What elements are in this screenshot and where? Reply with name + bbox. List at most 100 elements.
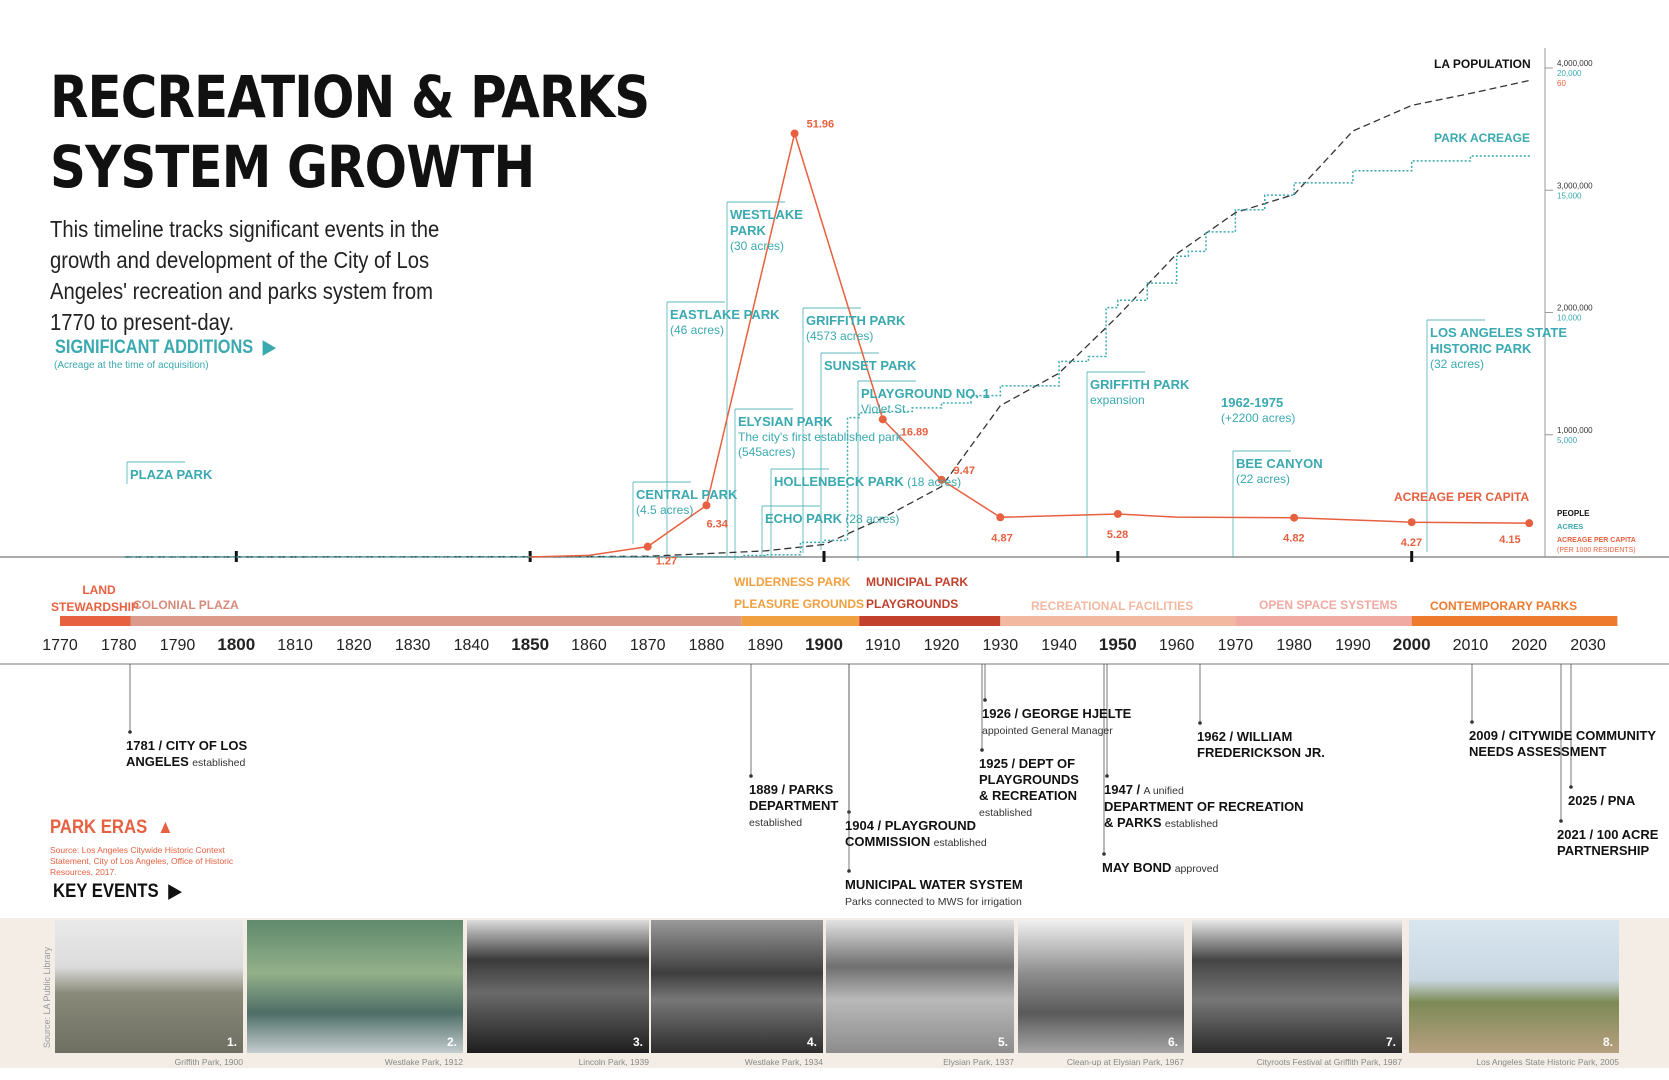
title-line-2: SYSTEM GROWTH — [50, 133, 535, 201]
event-note: established — [749, 817, 803, 829]
photo-number: 2. — [446, 1035, 457, 1049]
significant-additions-note: (Acreage at the time of acquisition) — [54, 360, 209, 371]
year-label: 1990 — [1335, 637, 1371, 654]
per-capita-point — [937, 475, 946, 484]
era-label: WILDERNESS PARK — [734, 575, 851, 589]
year-label: 1960 — [1159, 637, 1195, 654]
photo-caption: Westlake Park, 1934 — [744, 1057, 823, 1067]
per-capita-data-label: 9.47 — [954, 465, 975, 477]
event-heading-2: NEEDS ASSESSMENT — [1469, 744, 1607, 759]
addition-sub: (46 acres) — [670, 323, 725, 337]
per-capita-point — [1525, 519, 1534, 528]
photo-number: 7. — [1385, 1035, 1396, 1049]
era-label: COLONIAL PLAZA — [133, 598, 239, 612]
addition-sub-2: (545acres) — [738, 445, 796, 459]
photo-caption: Elysian Park, 1937 — [943, 1057, 1014, 1067]
per-capita-data-label: 51.96 — [807, 119, 835, 131]
event-dot — [983, 698, 987, 702]
event-note: appointed General Manager — [982, 725, 1113, 737]
axis-tick-acres: 5,000 — [1557, 436, 1578, 445]
era-bar — [741, 616, 860, 626]
addition-sub: (22 acres) — [1236, 472, 1291, 486]
event-dot — [1102, 852, 1106, 856]
addition-name-2: PARK — [730, 223, 766, 238]
key-event: MUNICIPAL WATER SYSTEM Parks connected to… — [845, 877, 1023, 910]
per-capita-point — [996, 513, 1005, 522]
key-event: 1926 / GEORGE HJELTE appointed General Ma… — [982, 706, 1131, 739]
per-capita-data-label: 16.89 — [901, 426, 929, 438]
addition-sub: expansion — [1090, 393, 1145, 407]
addition-sub: The city's first established park — [738, 430, 902, 444]
year-label: 1880 — [689, 637, 725, 654]
addition-sub: (+2200 acres) — [1221, 411, 1296, 425]
event-heading-3: & PARKS — [1104, 815, 1162, 830]
year-label: 1980 — [1276, 637, 1312, 654]
event-heading: MUNICIPAL WATER SYSTEM — [845, 877, 1023, 892]
event-note: established — [933, 837, 987, 849]
year-label: 1920 — [924, 637, 960, 654]
page-title: RECREATION & PARKS SYSTEM GROWTH — [50, 62, 650, 202]
intro-text: This timeline tracks significant events … — [50, 216, 440, 335]
addition-name: GRIFFITH PARK — [806, 313, 906, 328]
per-capita-data-label: 4.87 — [991, 532, 1012, 544]
addition-sub: (32 acres) — [1430, 357, 1485, 371]
event-dot — [847, 869, 851, 873]
event-heading: 1962 / WILLIAM — [1197, 729, 1293, 744]
historic-photo: 2. — [247, 920, 463, 1053]
addition-name: ELYSIAN PARK — [738, 414, 833, 429]
event-heading: 2009 / CITYWIDE COMMUNITY — [1469, 728, 1657, 743]
event-heading-2: PARTNERSHIP — [1557, 843, 1650, 858]
title-line-1: RECREATION & PARKS — [50, 63, 650, 131]
historic-photo: 7. — [1192, 920, 1402, 1053]
year-label: 1930 — [983, 637, 1019, 654]
year-label: 1900 — [805, 635, 843, 654]
axis-label-people: PEOPLE — [1557, 509, 1590, 518]
photo-caption: Lincoln Park, 1939 — [578, 1057, 649, 1067]
event-heading: MAY BOND — [1102, 860, 1172, 875]
key-event: 1947 / A unified DEPARTMENT OF RECREATION… — [1104, 782, 1304, 832]
historic-photo: 1. — [55, 920, 243, 1053]
era-bar — [1000, 616, 1236, 626]
legend-park-acreage: PARK ACREAGE — [1434, 131, 1530, 145]
era-label: MUNICIPAL PARK — [866, 575, 968, 589]
historic-photo: 4. — [651, 920, 823, 1053]
year-label: 1820 — [336, 637, 372, 654]
event-note: approved — [1174, 863, 1219, 875]
per-capita-point — [702, 501, 711, 510]
key-event: 2025 / PNA — [1568, 793, 1635, 809]
year-label: 2010 — [1453, 637, 1489, 654]
event-heading: 1947 / — [1104, 782, 1141, 797]
per-capita-point — [643, 542, 652, 551]
photo-number: 1. — [226, 1035, 237, 1049]
addition-annotation: BEE CANYON (22 acres) — [1236, 456, 1323, 487]
per-capita-data-label: 4.27 — [1401, 537, 1422, 549]
addition-sub: (28 acres) — [845, 512, 900, 526]
year-label: 1780 — [101, 637, 137, 654]
addition-name: SUNSET PARK — [824, 358, 917, 373]
year-label: 1800 — [217, 635, 255, 654]
year-label: 2020 — [1511, 637, 1547, 654]
photo-number: 3. — [632, 1035, 643, 1049]
event-note: established — [979, 807, 1033, 819]
triangle-right-icon: ▶ — [168, 881, 182, 902]
event-heading-2: DEPARTMENT OF RECREATION — [1104, 799, 1304, 814]
key-event: 1904 / PLAYGROUND COMMISSION established — [845, 818, 987, 851]
key-events-text: KEY EVENTS — [53, 881, 159, 902]
era-label-2: STEWARDSHIP — [51, 600, 139, 614]
photo-number: 4. — [806, 1035, 817, 1049]
per-capita-data-label: 4.15 — [1499, 534, 1520, 546]
event-dot — [1569, 785, 1573, 789]
addition-annotation: ELYSIAN PARK The city's first established… — [738, 414, 902, 460]
addition-sub: Violet St. — [861, 402, 909, 416]
year-label: 1840 — [454, 637, 490, 654]
event-heading: 1781 / CITY OF LOS — [126, 738, 248, 753]
per-capita-data-label: 5.28 — [1107, 529, 1128, 541]
event-heading: 2025 / PNA — [1568, 793, 1636, 808]
park-eras-text: PARK ERAS — [50, 817, 148, 838]
axis-tick-apc: 60 — [1557, 79, 1566, 88]
event-note: established — [192, 757, 246, 769]
per-capita-data-label: 4.82 — [1283, 533, 1304, 545]
addition-sub: (30 acres) — [730, 239, 785, 253]
per-capita-point — [878, 415, 887, 424]
